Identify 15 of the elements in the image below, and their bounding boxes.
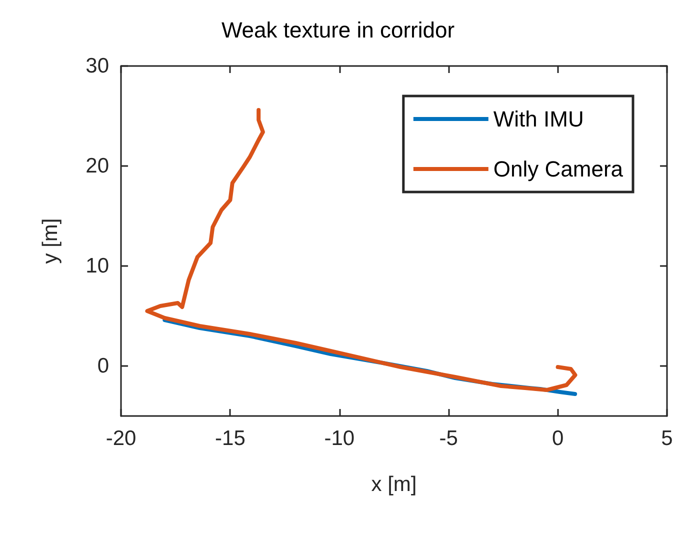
x-tick-label: 5: [661, 427, 673, 450]
legend-label: With IMU: [493, 106, 584, 132]
x-tick-label: -10: [324, 427, 355, 450]
y-tick-label: 30: [86, 54, 109, 78]
y-axis-title: y [m]: [39, 218, 62, 264]
y-tick-label: 10: [86, 254, 109, 278]
legend-label: Only Camera: [493, 156, 624, 182]
x-tick-label: 0: [552, 427, 564, 450]
x-axis-title: x [m]: [371, 473, 417, 496]
x-tick-label: -20: [106, 427, 136, 450]
x-tick-label: -5: [439, 427, 458, 450]
y-tick-label: 0: [97, 354, 109, 378]
chart-title: Weak texture in corridor: [221, 18, 455, 42]
y-tick-label: 20: [86, 154, 109, 178]
x-tick-label: -15: [215, 427, 246, 450]
